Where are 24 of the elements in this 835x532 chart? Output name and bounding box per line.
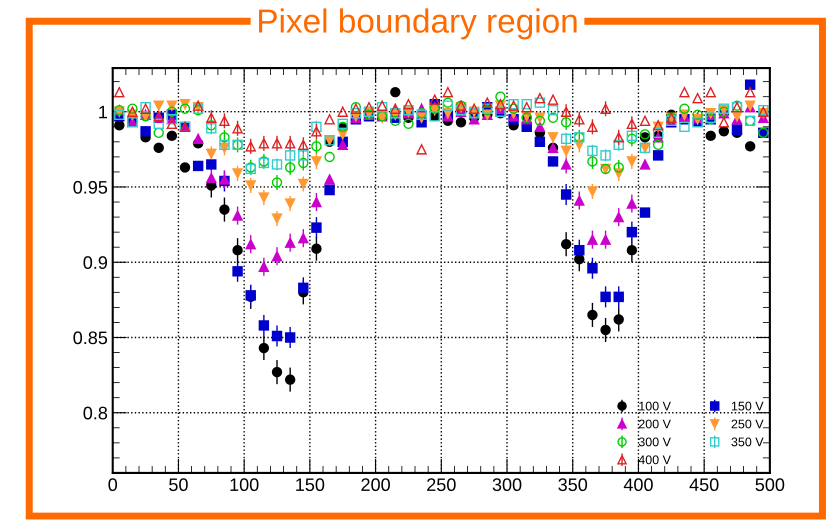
x-tick-label: 400: [624, 478, 653, 492]
legend-label: 100 V: [639, 402, 671, 411]
y-tick-label: 0.95: [73, 180, 108, 194]
chart-title: Pixel boundary region: [259, 8, 577, 40]
y-tick-label: 0.85: [73, 331, 108, 344]
x-tick-label: 50: [169, 478, 188, 492]
x-tick-label: 0: [108, 478, 118, 492]
legend-label: 350 V: [731, 437, 764, 446]
legend-label: 250 V: [732, 420, 764, 428]
y-tick-label: 0.8: [83, 406, 108, 420]
legend-label: 400 V: [638, 455, 671, 464]
x-tick-label: 100: [230, 478, 259, 492]
legend-label: 150 V: [732, 402, 764, 411]
legend-label: 200 V: [638, 420, 671, 428]
legend-label: 300 V: [638, 437, 671, 446]
x-tick-label: 250: [427, 478, 456, 492]
x-tick-label: 300: [492, 478, 522, 492]
x-tick-label: 450: [690, 478, 719, 492]
x-tick-label: 150: [296, 478, 324, 492]
x-tick-label: 200: [361, 478, 390, 492]
x-tick-label: 500: [756, 478, 784, 492]
y-tick-label: 0.9: [83, 256, 108, 269]
y-tick-label: 1: [99, 106, 107, 118]
x-tick-label: 350: [558, 478, 588, 492]
